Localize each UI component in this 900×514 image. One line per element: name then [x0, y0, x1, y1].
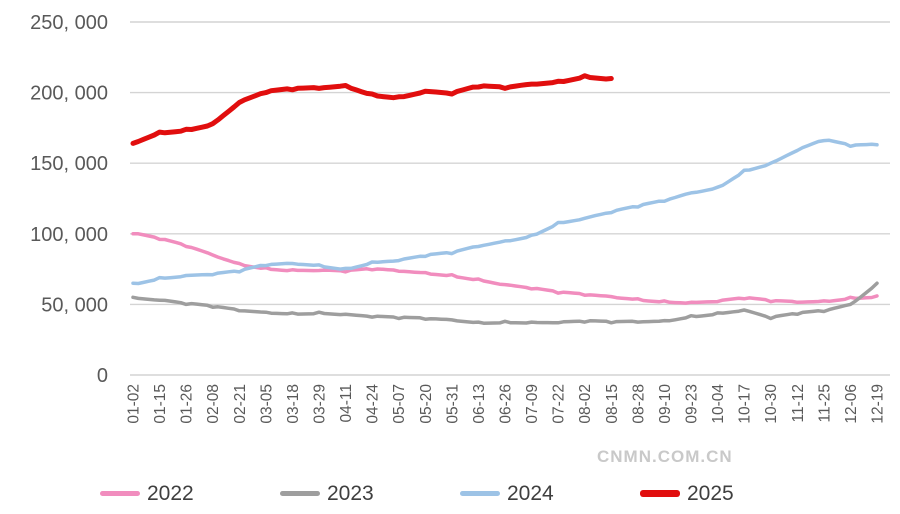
legend-label-2024: 2024: [507, 481, 554, 505]
x-axis-label: 08-02: [577, 384, 594, 424]
x-axis-label: 07-09: [524, 384, 541, 424]
legend-item-2025: 2025: [640, 483, 820, 504]
x-axis-label: 12-06: [843, 384, 860, 424]
series-line-2023: [131, 281, 879, 325]
legend-label-2022: 2022: [147, 481, 194, 505]
y-axis-label: 0: [97, 365, 108, 387]
legend-swatch-2023: [280, 490, 320, 496]
legend-item-2023: 2023: [280, 483, 460, 504]
legend-item-2022: 2022: [100, 483, 280, 504]
x-axis-label: 01-26: [179, 384, 196, 424]
series-line-2024: [131, 138, 879, 286]
y-axis-label: 150, 000: [30, 153, 108, 175]
legend-label-2025: 2025: [687, 481, 734, 505]
legend-swatch-2022: [100, 490, 140, 496]
series-line-2025: [130, 73, 614, 146]
x-axis-label: 08-28: [630, 384, 647, 424]
y-axis-label: 250, 000: [30, 12, 108, 34]
x-axis-label: 09-23: [684, 384, 701, 424]
x-axis-label: 03-18: [285, 384, 302, 424]
x-axis-label: 10-30: [763, 384, 780, 424]
x-axis-label: 08-15: [604, 384, 621, 424]
x-axis-label: 11-25: [816, 384, 833, 423]
x-axis-label: 02-08: [205, 384, 222, 424]
y-axis-label: 100, 000: [30, 224, 108, 246]
legend-swatch-2024: [460, 490, 500, 496]
x-axis-label: 03-05: [258, 384, 275, 424]
legend-label-2023: 2023: [327, 481, 374, 505]
x-axis-label: 10-04: [710, 384, 727, 424]
legend-item-2024: 2024: [460, 483, 640, 504]
legend-swatch-2025: [640, 489, 680, 497]
x-axis-label: 01-15: [152, 384, 169, 424]
x-axis-label: 07-22: [551, 384, 568, 424]
x-axis-label: 09-10: [657, 384, 674, 424]
x-axis-label: 03-29: [312, 384, 329, 424]
x-axis-label: 06-13: [471, 384, 488, 424]
chart-legend: 2022 2023 2024 2025: [100, 478, 820, 508]
x-axis: 01-02 01-15 01-26 02-08 02-21 03-05 03-18 03-29…: [126, 384, 887, 424]
watermark: CNMN.COM.CN: [597, 447, 733, 466]
x-axis-label: 04-24: [365, 384, 382, 424]
x-axis-label: 04-11: [338, 384, 355, 423]
x-axis-label: 11-12: [790, 384, 807, 423]
x-axis-label: 01-02: [126, 384, 143, 424]
y-axis-label: 50, 000: [41, 294, 108, 316]
x-axis-label: 05-07: [391, 384, 408, 424]
x-axis-label: 10-17: [737, 384, 754, 424]
x-axis-label: 06-26: [498, 384, 515, 424]
x-axis-label: 05-31: [444, 384, 461, 424]
x-axis-label: 05-20: [418, 384, 435, 424]
x-axis-label: 12-19: [870, 384, 887, 424]
y-axis: 0 50, 000 100, 000 150, 000 200, 000 250, 000: [30, 12, 890, 387]
x-axis-label: 02-21: [232, 384, 249, 424]
y-axis-label: 200, 000: [30, 83, 108, 105]
